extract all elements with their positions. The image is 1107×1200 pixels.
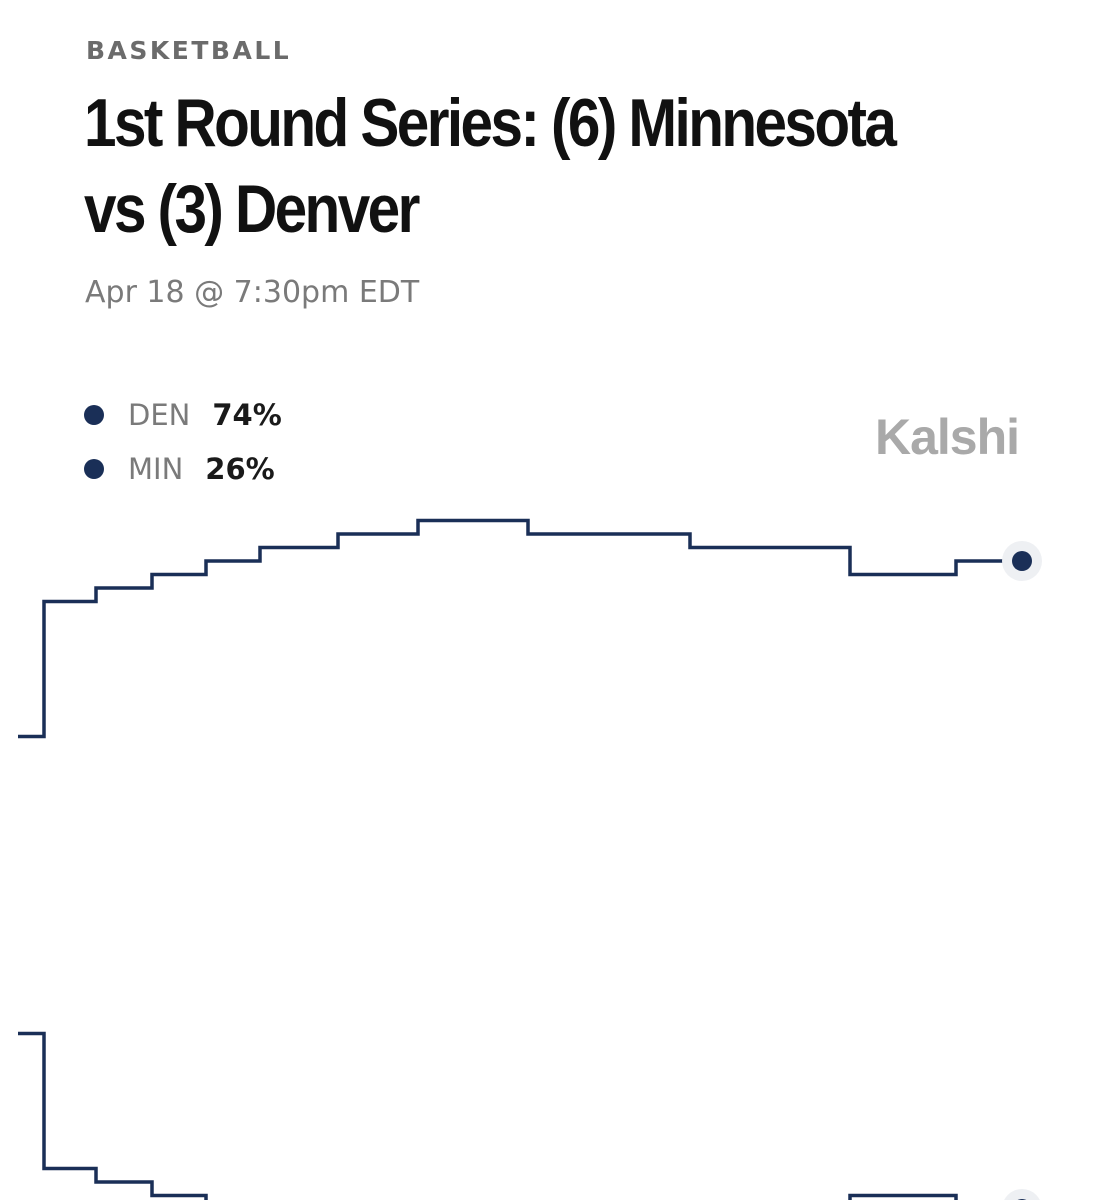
legend-name-min: MIN [128,452,184,486]
legend-dot-den [84,405,104,425]
legend-value-min: 26% [205,452,275,486]
legend-item-den[interactable]: DEN 74% [84,388,282,442]
kalshi-logo: Kalshi [875,409,1020,465]
endpoint-halo-min [1004,1189,1040,1200]
legend-value-den: 74% [212,398,282,432]
endpoint-marker-den[interactable] [1012,551,1032,571]
page-title: 1st Round Series: (6) Minnesota vs (3) D… [84,85,897,247]
series-line-den [18,518,1022,739]
series-line-min [18,1031,958,1200]
chart-legend: DEN 74% MIN 26% [84,388,282,496]
legend-dot-min [84,459,104,479]
legend-name-den: DEN [128,398,191,432]
event-date: Apr 18 @ 7:30pm EDT [85,275,420,310]
legend-item-min[interactable]: MIN 26% [84,442,282,496]
category-label: BASKETBALL [86,36,292,65]
